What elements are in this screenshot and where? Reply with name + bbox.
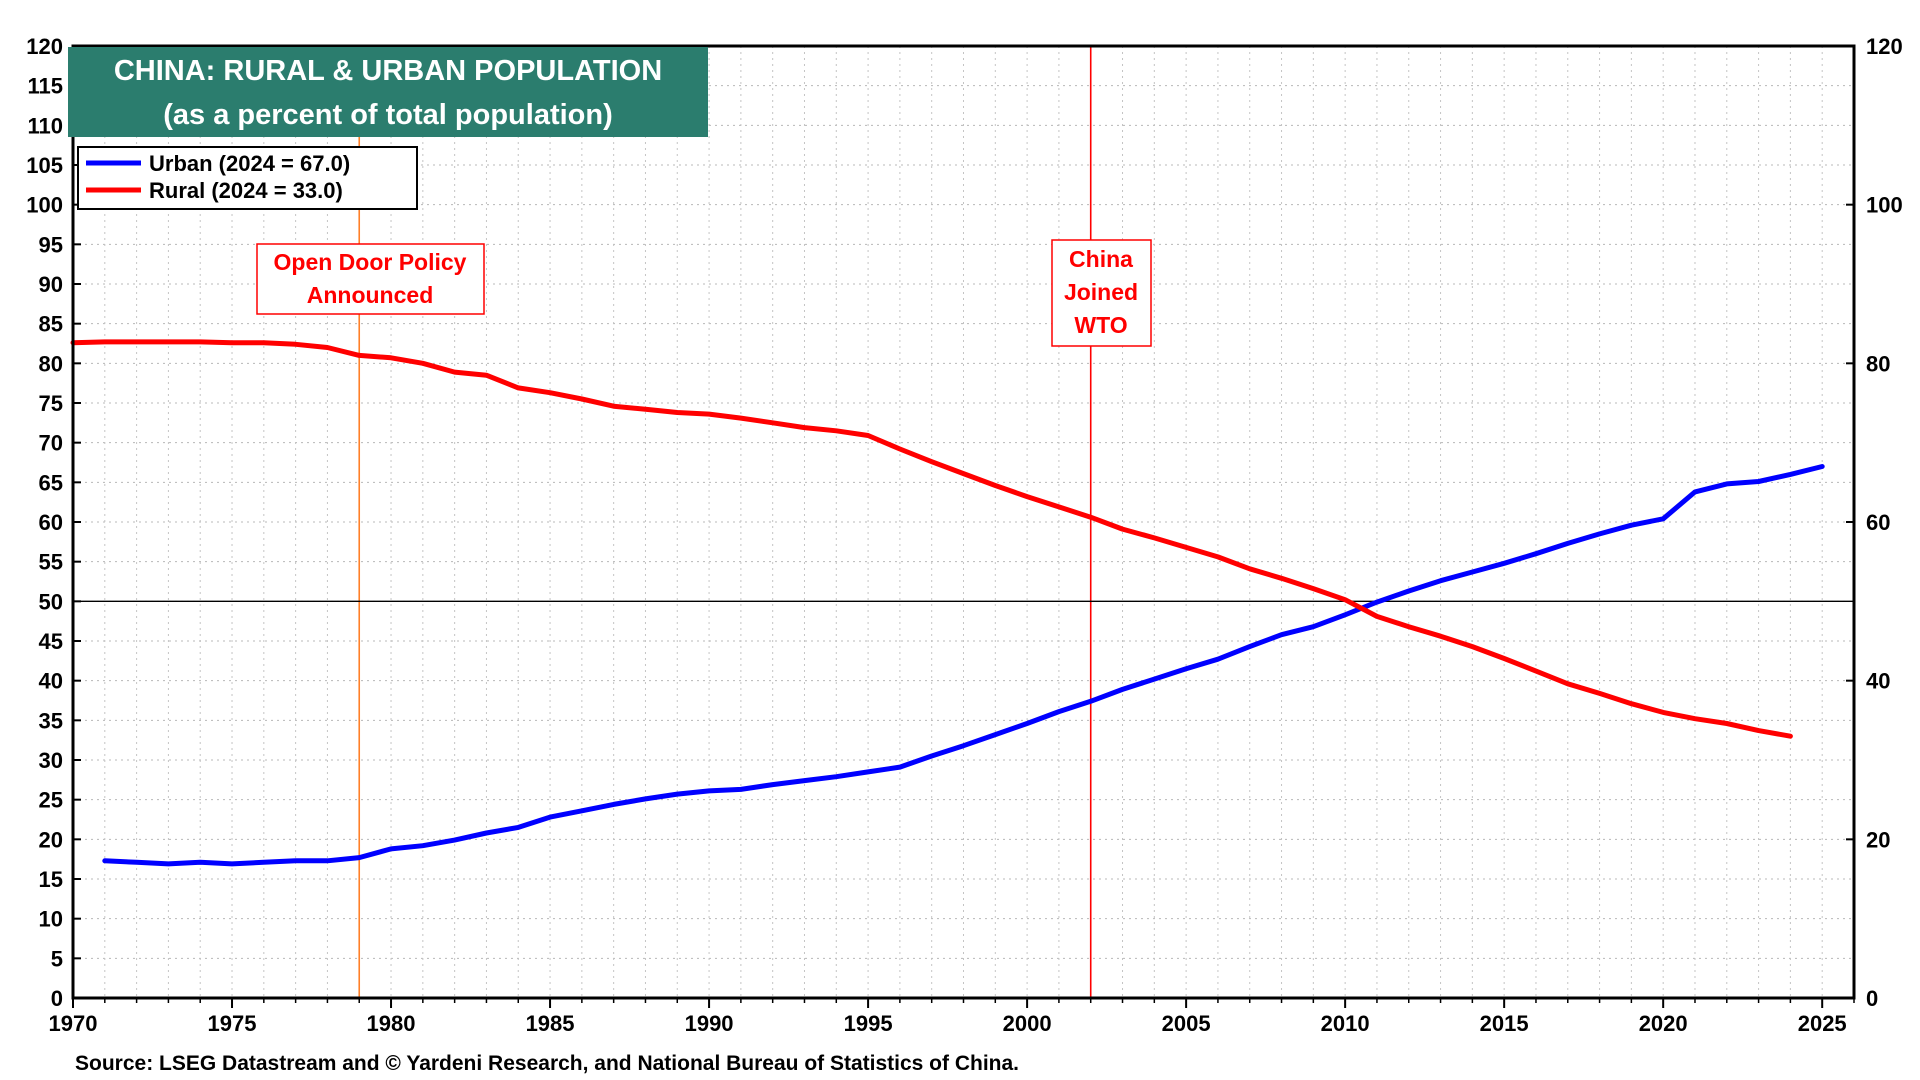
- y-tick-label-left: 90: [39, 272, 63, 297]
- y-tick-label-right: 60: [1866, 510, 1890, 535]
- y-tick-label-right: 100: [1866, 193, 1903, 218]
- y-tick-label-left: 5: [51, 946, 63, 971]
- annotation-box-open-door: [256, 243, 485, 315]
- x-tick-label: 1980: [367, 1011, 416, 1036]
- x-tick-label: 2020: [1639, 1011, 1688, 1036]
- y-tick-label-left: 115: [28, 74, 64, 99]
- y-tick-label-left: 65: [39, 470, 63, 495]
- annotation-text-open-door-line2: Announced: [307, 282, 434, 308]
- y-tick-label-left: 45: [39, 629, 63, 654]
- y-tick-label-left: 35: [39, 708, 63, 733]
- annotation-text-wto-line1: China: [1069, 246, 1133, 272]
- x-tick-label: 1975: [208, 1011, 257, 1036]
- y-tick-label-right: 20: [1866, 827, 1890, 852]
- y-tick-label-left: 0: [51, 986, 63, 1011]
- y-tick-label-right: 0: [1866, 986, 1878, 1011]
- y-tick-label-left: 40: [39, 669, 63, 694]
- legend-label-rural: Rural (2024 = 33.0): [149, 178, 343, 203]
- x-tick-label: 2010: [1321, 1011, 1370, 1036]
- annotation-text-wto-line3: WTO: [1074, 312, 1127, 338]
- x-tick-label: 2025: [1798, 1011, 1847, 1036]
- source-note: Source: LSEG Datastream and © Yardeni Re…: [75, 1052, 1019, 1075]
- y-tick-label-left: 20: [39, 827, 63, 852]
- annotation-text-open-door-line1: Open Door Policy: [274, 249, 467, 275]
- y-tick-label-left: 25: [39, 788, 63, 813]
- y-tick-label-left: 100: [26, 193, 63, 218]
- x-tick-label: 2015: [1480, 1011, 1529, 1036]
- y-tick-label-left: 80: [39, 351, 63, 376]
- y-tick-label-left: 55: [39, 550, 63, 575]
- y-tick-label-left: 70: [39, 431, 63, 456]
- x-tick-label: 1995: [844, 1011, 893, 1036]
- y-tick-label-left: 85: [39, 312, 63, 337]
- y-tick-label-right: 120: [1866, 34, 1903, 59]
- chart-subtitle: (as a percent of total population): [163, 99, 613, 131]
- series: [70, 339, 1825, 867]
- ticks: 0510152025303540455055606570758085909510…: [26, 34, 1902, 1036]
- x-tick-label: 2000: [1003, 1011, 1052, 1036]
- y-tick-label-left: 105: [26, 153, 63, 178]
- y-tick-label-left: 95: [39, 232, 63, 257]
- y-tick-label-left: 60: [39, 510, 63, 535]
- annotation-text-wto-line2: Joined: [1064, 279, 1138, 305]
- y-tick-label-left: 30: [39, 748, 63, 773]
- y-tick-label-left: 110: [28, 113, 64, 138]
- grid: [73, 46, 1854, 998]
- annotation-box-wto: [1051, 239, 1152, 347]
- legend-box: [77, 146, 418, 210]
- title-box: CHINA: RURAL & URBAN POPULATION (as a pe…: [68, 47, 708, 137]
- annotation-wto: China Joined WTO: [1051, 239, 1152, 347]
- title-background: [68, 47, 708, 137]
- series-line-urban: [102, 464, 1825, 867]
- legend-label-urban: Urban (2024 = 67.0): [149, 151, 350, 176]
- y-tick-label-left: 10: [39, 907, 63, 932]
- y-tick-label-left: 75: [39, 391, 63, 416]
- chart-title: CHINA: RURAL & URBAN POPULATION: [114, 55, 662, 87]
- series-line-rural: [70, 339, 1793, 739]
- legend: Urban (2024 = 67.0) Rural (2024 = 33.0): [77, 146, 418, 210]
- y-tick-label-left: 120: [26, 34, 63, 59]
- x-tick-label: 1970: [49, 1011, 98, 1036]
- y-tick-label-right: 80: [1866, 351, 1890, 376]
- y-tick-label-right: 40: [1866, 669, 1890, 694]
- annotation-open-door: Open Door Policy Announced: [256, 243, 485, 315]
- x-tick-label: 2005: [1162, 1011, 1211, 1036]
- y-tick-label-left: 50: [39, 589, 63, 614]
- x-tick-label: 1985: [526, 1011, 575, 1036]
- y-tick-label-left: 15: [39, 867, 63, 892]
- x-tick-label: 1990: [685, 1011, 734, 1036]
